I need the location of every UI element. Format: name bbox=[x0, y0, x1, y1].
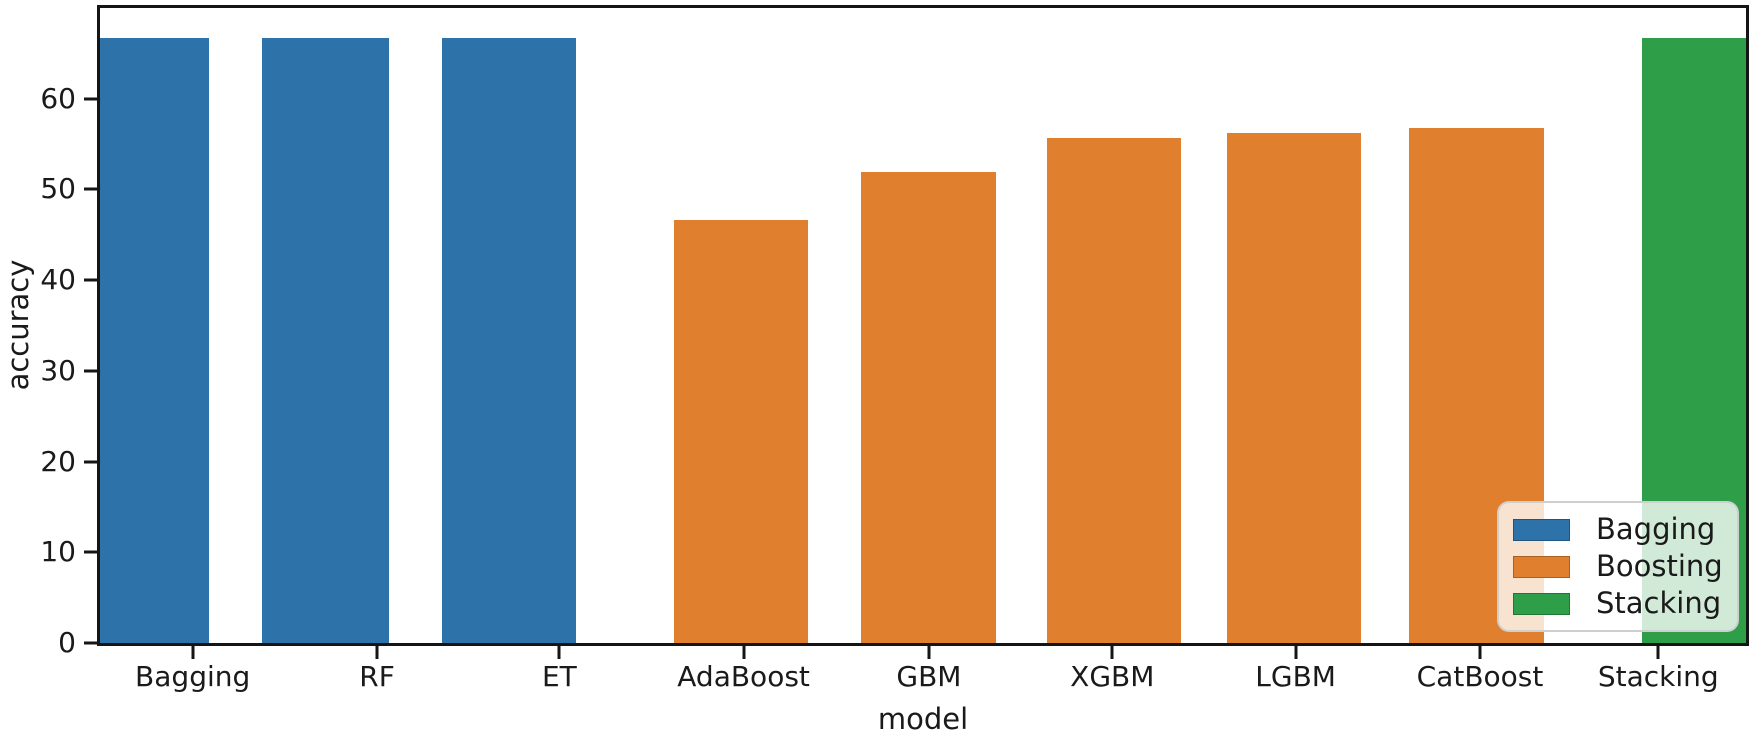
legend-swatch-boosting bbox=[1513, 555, 1570, 578]
y-tick-mark bbox=[84, 550, 97, 554]
bar-xgbm bbox=[1046, 137, 1182, 643]
legend-swatch-stacking bbox=[1513, 592, 1570, 615]
legend-entry-bagging: Bagging bbox=[1513, 515, 1723, 544]
bar-bagging bbox=[100, 37, 209, 643]
bar-lgbm bbox=[1226, 133, 1362, 643]
bar-et bbox=[441, 37, 577, 643]
bar-gbm bbox=[861, 172, 996, 643]
y-tick-label-60: 60 bbox=[40, 81, 76, 115]
y-tick-label-10: 10 bbox=[40, 535, 76, 569]
legend-label: Bagging bbox=[1596, 512, 1716, 546]
legend: Bagging Boosting Stacking bbox=[1497, 501, 1739, 632]
x-tick-label-bagging: Bagging bbox=[135, 660, 251, 693]
legend-label: Stacking bbox=[1596, 586, 1722, 620]
x-tick-mark bbox=[742, 646, 746, 659]
y-tick-label-40: 40 bbox=[40, 263, 76, 297]
x-tick-mark bbox=[557, 646, 561, 659]
y-tick-mark bbox=[84, 641, 97, 645]
x-tick-label-lgbm: LGBM bbox=[1255, 660, 1336, 693]
y-tick-mark bbox=[84, 278, 97, 282]
y-tick-mark bbox=[84, 187, 97, 191]
x-tick-label-rf: RF bbox=[359, 660, 395, 693]
bar-adaboost bbox=[673, 220, 809, 643]
x-tick-label-catboost: CatBoost bbox=[1416, 660, 1544, 693]
bar-rf bbox=[262, 37, 390, 643]
x-tick-mark bbox=[1478, 646, 1482, 659]
legend-entry-stacking: Stacking bbox=[1513, 589, 1723, 618]
x-tick-mark bbox=[927, 646, 931, 659]
x-tick-mark bbox=[375, 646, 379, 659]
plot-area: Bagging Boosting Stacking Bagging RF ET AdaBo… bbox=[40, 5, 1749, 691]
x-tick-mark bbox=[1656, 646, 1660, 659]
x-tick-label-xgbm: XGBM bbox=[1070, 660, 1155, 693]
y-tick-label-0: 0 bbox=[58, 626, 76, 659]
y-tick-label-50: 50 bbox=[40, 172, 76, 206]
x-tick-mark bbox=[191, 646, 195, 659]
x-tick-label-gbm: GBM bbox=[896, 660, 962, 693]
legend-swatch-bagging bbox=[1513, 518, 1570, 541]
legend-label: Boosting bbox=[1596, 549, 1723, 583]
y-axis-label: accuracy bbox=[1, 259, 35, 391]
legend-entry-boosting: Boosting bbox=[1513, 552, 1723, 581]
y-tick-mark bbox=[84, 97, 97, 101]
x-tick-label-et: ET bbox=[541, 660, 577, 693]
x-tick-mark bbox=[1110, 646, 1114, 659]
x-axis-label: model bbox=[877, 702, 969, 734]
x-tick-label-adaboost: AdaBoost bbox=[677, 660, 810, 693]
x-tick-mark bbox=[1294, 646, 1298, 659]
y-tick-label-20: 20 bbox=[40, 444, 76, 478]
y-tick-mark bbox=[84, 460, 97, 464]
y-tick-mark bbox=[84, 369, 97, 373]
y-tick-label-30: 30 bbox=[40, 353, 76, 387]
x-tick-label-stacking: Stacking bbox=[1597, 660, 1719, 693]
